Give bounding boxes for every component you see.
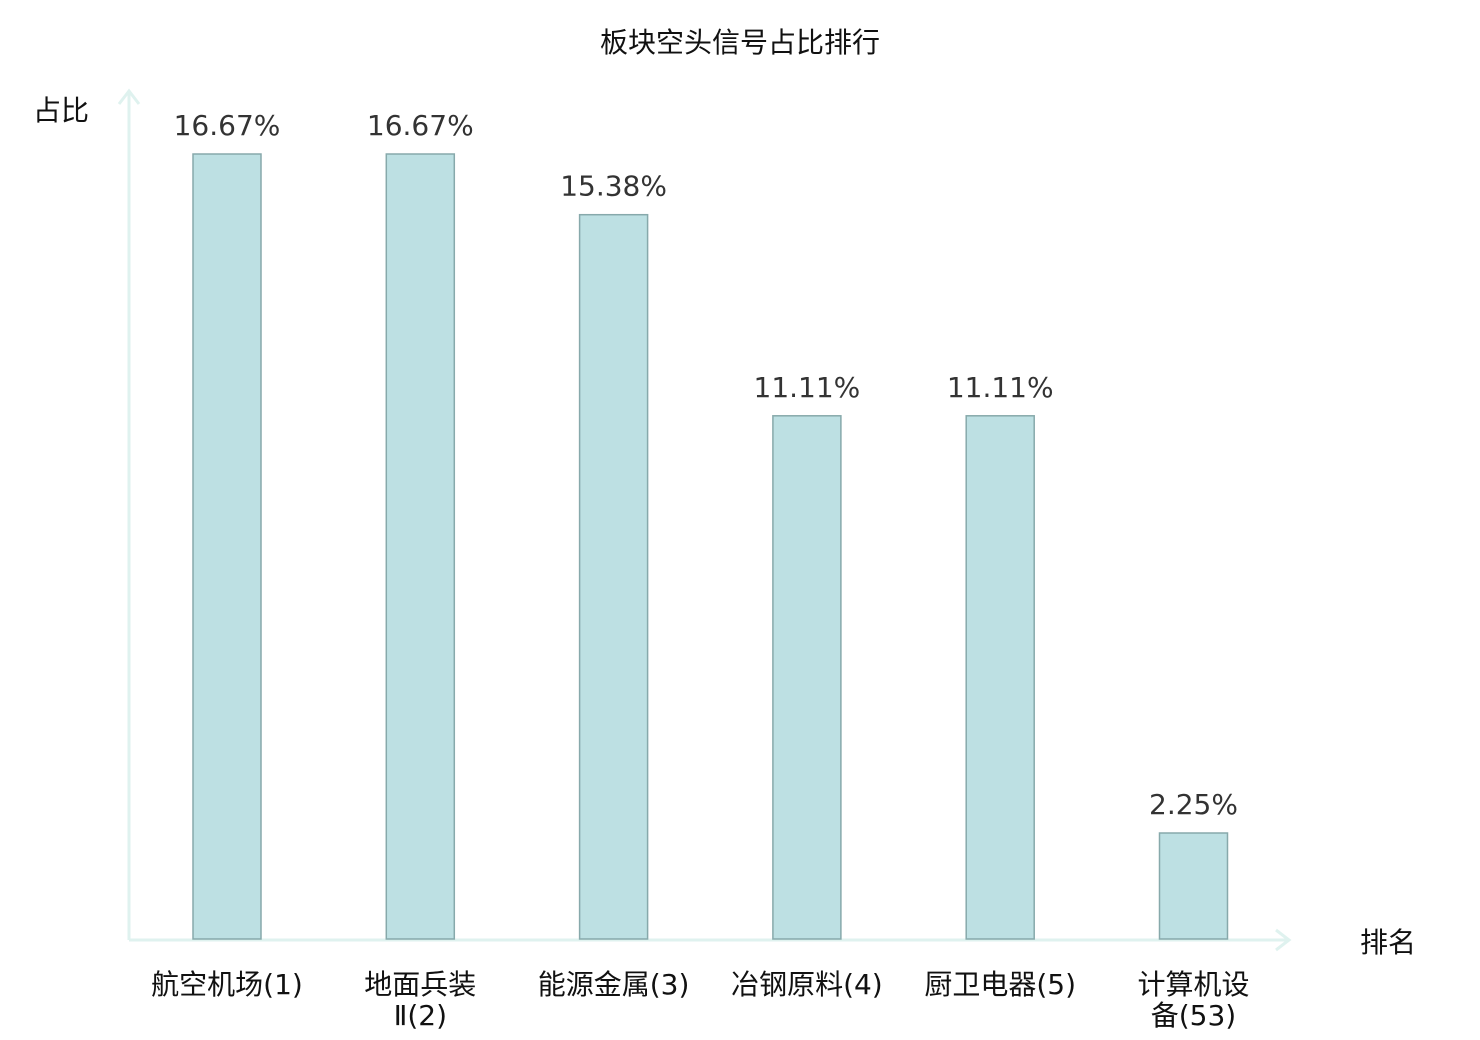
bar-2 — [578, 213, 649, 940]
value-label-3: 11.11% — [754, 371, 861, 404]
value-label-4: 11.11% — [947, 371, 1054, 404]
axes — [117, 88, 1292, 952]
chart-title: 板块空头信号占比排行 — [600, 26, 880, 59]
x-axis-arrow — [1275, 928, 1292, 952]
value-label-5: 2.25% — [1149, 788, 1238, 821]
value-label-0: 16.67% — [174, 109, 281, 142]
bar-3 — [772, 415, 842, 940]
category-label-0-line-0: 航空机场(1) — [151, 968, 303, 1001]
category-label-5-line-0: 计算机设 — [1137, 968, 1249, 1001]
value-label-2: 15.38% — [560, 170, 667, 203]
y-axis-arrow — [117, 88, 141, 105]
value-label-1: 16.67% — [367, 109, 474, 142]
category-label-4-line-0: 厨卫电器(5) — [924, 968, 1076, 1001]
value-labels-group: 16.67% 16.67% 15.38% 11.11% 11.11% 2.25% — [174, 109, 1238, 821]
category-label-3-line-0: 冶钢原料(4) — [731, 968, 883, 1001]
y-axis-label: 占比 — [33, 94, 89, 127]
category-label-1-line-1: Ⅱ(2) — [394, 999, 447, 1032]
x-axis-label: 排名 — [1360, 926, 1416, 959]
category-label-5-line-1: 备(53) — [1151, 999, 1236, 1032]
bar-1 — [385, 153, 456, 940]
category-label-2-line-0: 能源金属(3) — [538, 968, 690, 1001]
category-label-1-line-0: 地面兵装 — [364, 968, 476, 1001]
bar-0 — [192, 153, 262, 940]
bar-5 — [1158, 832, 1229, 940]
bars-group — [192, 153, 1229, 940]
bar-4 — [965, 415, 1035, 940]
